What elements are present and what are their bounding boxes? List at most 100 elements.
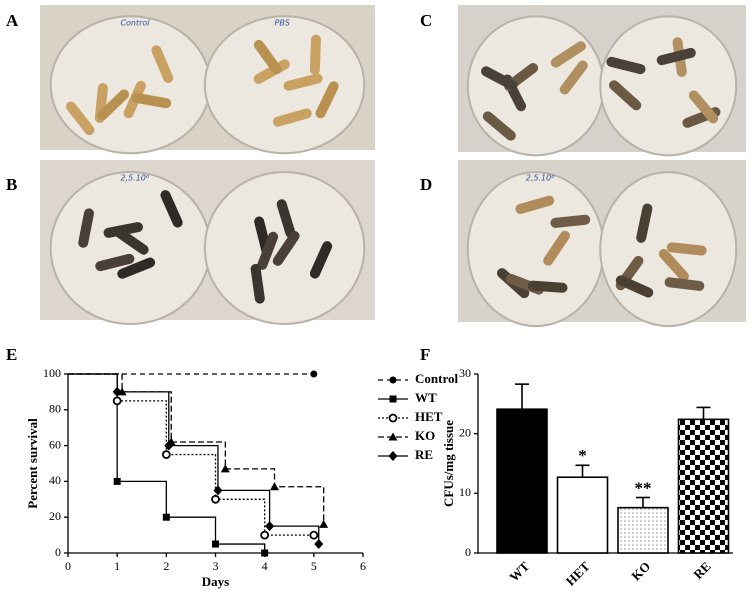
y-tick-label: 0	[465, 545, 471, 559]
larva	[550, 214, 591, 228]
marker	[265, 521, 275, 532]
marker	[113, 477, 121, 485]
marker	[161, 450, 171, 459]
panel-label: F	[420, 345, 430, 364]
marker	[112, 386, 122, 397]
larva	[615, 275, 654, 298]
x-tick-label: WT	[506, 558, 532, 584]
petri-dish	[466, 171, 605, 328]
larva	[482, 111, 516, 141]
y-axis-label: Percent survival	[25, 418, 40, 509]
marker	[309, 530, 319, 540]
larva	[151, 45, 174, 83]
larva	[688, 90, 719, 124]
larva	[78, 208, 94, 248]
larva	[65, 101, 95, 136]
y-tick-label: 40	[49, 473, 61, 487]
marker	[260, 530, 270, 540]
marker	[261, 549, 269, 557]
marker	[314, 539, 324, 550]
larva	[658, 248, 689, 282]
x-tick-label: 1	[114, 559, 120, 573]
marker	[310, 370, 318, 378]
larva	[309, 34, 321, 75]
x-tick-label: HET	[563, 558, 593, 588]
larva	[481, 66, 518, 91]
legend-label: HET	[415, 409, 443, 424]
y-axis-label: CFUs/mg tissue	[441, 420, 456, 507]
y-tick-label: 20	[49, 509, 61, 523]
larva	[606, 56, 646, 75]
marker	[162, 513, 170, 521]
legend-marker	[388, 432, 398, 441]
x-tick-label: KO	[628, 559, 653, 584]
larva	[95, 253, 135, 272]
petri-dish	[466, 15, 605, 157]
x-axis-label: Days	[202, 574, 229, 589]
x-tick-label: RE	[690, 559, 713, 582]
legend-marker	[389, 395, 397, 403]
significance: **	[635, 478, 652, 497]
larva	[276, 199, 296, 238]
panel-label: E	[6, 345, 17, 364]
panel-label: A	[6, 11, 19, 30]
panel-label: C	[420, 11, 432, 30]
marker	[270, 482, 279, 491]
x-tick-label: 3	[213, 559, 219, 573]
y-tick-label: 10	[459, 485, 471, 499]
petri-dish	[49, 171, 212, 325]
dish-label: PBS	[275, 19, 290, 28]
larva	[253, 39, 282, 75]
panel-label: B	[6, 175, 17, 194]
marker	[112, 396, 122, 406]
legend-label: KO	[415, 428, 435, 443]
panel-label: D	[420, 175, 432, 194]
larva	[309, 241, 333, 279]
y-tick-label: 30	[459, 366, 471, 380]
survival-line	[68, 373, 320, 545]
marker	[319, 519, 329, 528]
marker	[164, 440, 174, 451]
x-tick-label: 6	[360, 559, 366, 573]
marker	[211, 494, 220, 504]
bar	[556, 476, 609, 554]
survival-line	[68, 373, 325, 525]
legend-label: RE	[415, 447, 433, 462]
y-tick-label: 0	[55, 545, 61, 559]
larva	[636, 203, 653, 243]
dish-label: 2,5.10⁶	[120, 174, 149, 183]
marker	[220, 464, 230, 473]
larva	[559, 60, 588, 95]
larva	[114, 227, 149, 255]
y-tick-label: 100	[43, 366, 61, 380]
y-tick-label: 80	[49, 402, 61, 416]
legend-label: Control	[415, 371, 458, 386]
larva	[527, 280, 568, 293]
larva	[97, 89, 130, 121]
significance: *	[578, 446, 587, 465]
larva	[315, 81, 339, 119]
larva	[160, 190, 183, 228]
larva	[131, 92, 172, 109]
larva	[543, 230, 570, 266]
larva	[272, 108, 312, 127]
larva	[666, 242, 707, 256]
dish-label: Control	[120, 19, 150, 28]
larva	[272, 231, 300, 266]
bar	[496, 408, 548, 554]
survival-line	[68, 373, 314, 536]
legend-marker	[388, 413, 398, 423]
petri-dish	[49, 15, 212, 155]
y-tick-label: 20	[459, 425, 471, 439]
larva	[117, 257, 156, 279]
x-tick-label: 2	[163, 559, 169, 573]
larva	[283, 73, 323, 91]
bar	[677, 418, 730, 554]
dish-label: 2,5.10⁶	[526, 174, 555, 183]
legend-label: WT	[415, 390, 437, 405]
larva	[250, 263, 265, 304]
larva	[609, 80, 642, 111]
larva	[550, 41, 586, 68]
marker	[212, 540, 219, 548]
